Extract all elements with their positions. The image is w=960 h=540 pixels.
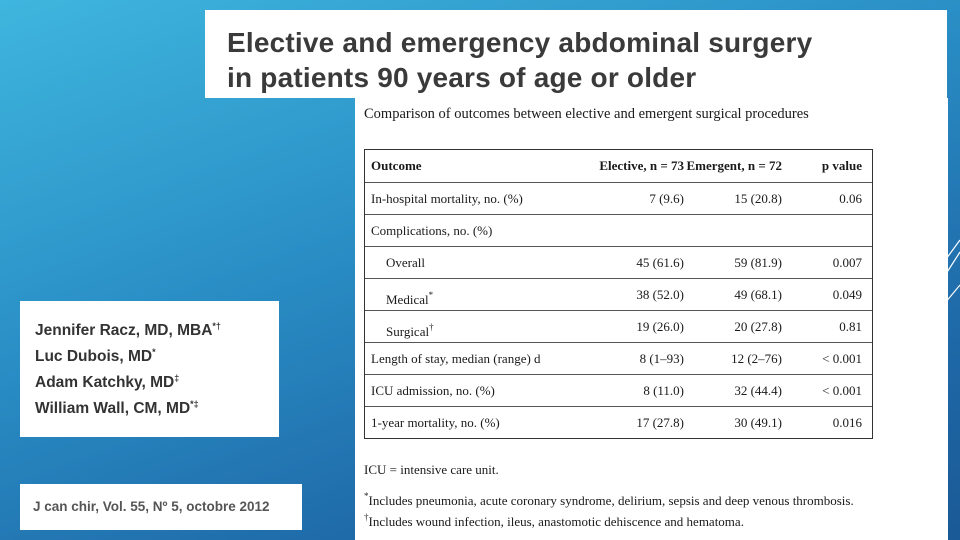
elective-value: 7 (9.6)	[649, 191, 684, 206]
header-p-value: p value	[821, 158, 862, 173]
title-line-1: Elective and emergency abdominal surgery	[227, 27, 813, 58]
emergent-value: 30 (49.1)	[734, 415, 782, 430]
elective-value: 19 (26.0)	[636, 319, 684, 334]
emergent-value: 15 (20.8)	[734, 191, 782, 206]
outcomes-table: Outcome Elective, n = 73 Emergent, n = 7…	[364, 149, 873, 439]
row-label: 1-year mortality, no. (%)	[371, 415, 500, 430]
footnote-mark: *	[428, 290, 434, 300]
row-label: Overall	[386, 255, 425, 270]
elective-value: 8 (11.0)	[643, 383, 684, 398]
emergent-value: 12 (2–76)	[731, 351, 782, 366]
elective-value: 38 (52.0)	[636, 287, 684, 302]
table-caption: Comparison of outcomes between elective …	[364, 106, 809, 122]
table-row: Surgical† 19 (26.0) 20 (27.8) 0.81	[365, 310, 872, 342]
row-label: Medical*	[386, 290, 434, 307]
p-value: < 0.001	[822, 383, 862, 398]
table-row: Overall 45 (61.6) 59 (81.9) 0.007	[365, 246, 872, 278]
table-row: ICU admission, no. (%) 8 (11.0) 32 (44.4…	[365, 374, 872, 406]
elective-value: 8 (1–93)	[639, 351, 684, 366]
header-outcome: Outcome	[371, 158, 422, 173]
table-row: Medical* 38 (52.0) 49 (68.1) 0.049	[365, 278, 872, 310]
author-name: Adam Katchky, MD‡	[35, 373, 180, 392]
p-value: 0.06	[839, 191, 862, 206]
footnote-mark: †	[429, 322, 434, 332]
table-row: Complications, no. (%)	[365, 214, 872, 246]
author-list: Jennifer Racz, MD, MBA*† Luc Dubois, MD*…	[20, 301, 279, 437]
footnote-medical: *Includes pneumonia, acute coronary synd…	[364, 491, 854, 508]
header-emergent: Emergent, n = 72	[686, 158, 782, 173]
emergent-value: 59 (81.9)	[734, 255, 782, 270]
citation-text: J can chir, Vol. 55, Nº 5, octobre 2012	[33, 499, 270, 514]
emergent-value: 49 (68.1)	[734, 287, 782, 302]
title-line-2: in patients 90 years of age or older	[227, 62, 697, 93]
author-name: Luc Dubois, MD*	[35, 347, 156, 366]
author-name: William Wall, CM, MD*‡	[35, 399, 199, 418]
table-row: 1-year mortality, no. (%) 17 (27.8) 30 (…	[365, 406, 872, 438]
p-value: 0.016	[832, 415, 862, 430]
elective-value: 45 (61.6)	[636, 255, 684, 270]
row-label: ICU admission, no. (%)	[371, 383, 495, 398]
journal-citation: J can chir, Vol. 55, Nº 5, octobre 2012	[20, 484, 302, 530]
p-value: 0.81	[839, 319, 862, 334]
row-label: Surgical†	[386, 322, 434, 339]
author-name: Jennifer Racz, MD, MBA*†	[35, 321, 221, 340]
table-row: Length of stay, median (range) d 8 (1–93…	[365, 342, 872, 374]
table-row: In-hospital mortality, no. (%) 7 (9.6) 1…	[365, 182, 872, 214]
elective-value: 17 (27.8)	[636, 415, 684, 430]
p-value: 0.049	[832, 287, 862, 302]
emergent-value: 32 (44.4)	[734, 383, 782, 398]
header-elective: Elective, n = 73	[599, 158, 684, 173]
row-label: In-hospital mortality, no. (%)	[371, 191, 523, 206]
outcomes-table-figure: Comparison of outcomes between elective …	[355, 98, 948, 540]
footnote-icu: ICU = intensive care unit.	[364, 462, 499, 477]
row-label: Length of stay, median (range) d	[371, 351, 541, 366]
footnote-surgical: †Includes wound infection, ileus, anasto…	[364, 512, 744, 529]
p-value: 0.007	[832, 255, 862, 270]
slide-title: Elective and emergency abdominal surgery…	[205, 10, 947, 98]
p-value: < 0.001	[822, 351, 862, 366]
row-label: Complications, no. (%)	[371, 223, 493, 238]
table-header-row: Outcome Elective, n = 73 Emergent, n = 7…	[365, 150, 872, 182]
emergent-value: 20 (27.8)	[734, 319, 782, 334]
